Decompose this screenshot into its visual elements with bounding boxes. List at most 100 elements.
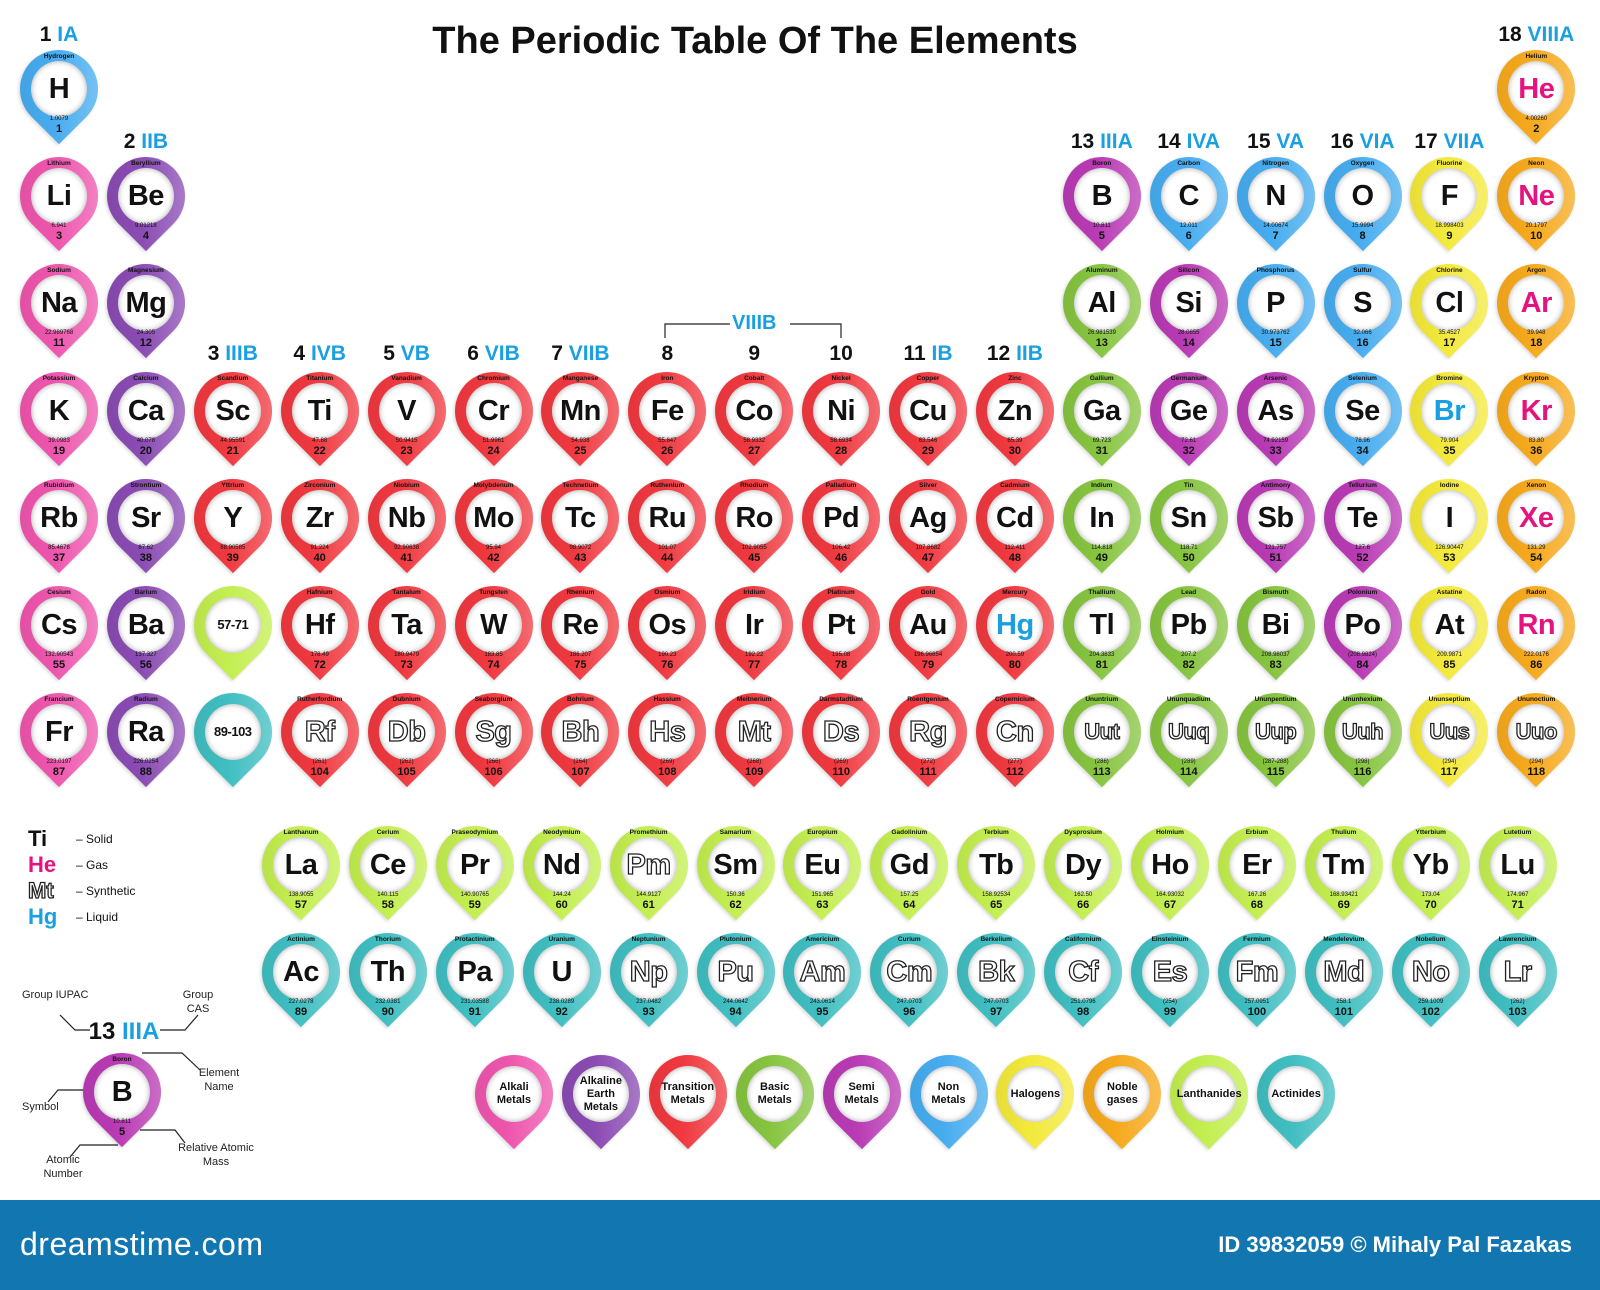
- element-boron[interactable]: B Boron 10.811 5: [1046, 141, 1157, 253]
- element-osmium[interactable]: Os Osmium 190.23 76: [612, 569, 723, 682]
- element-astatine[interactable]: At Astatine 209.9871 85: [1394, 569, 1505, 682]
- element-manganese[interactable]: Mn Manganese 54.938 25: [525, 355, 636, 468]
- element-iridium[interactable]: Ir Iridium 192.22 77: [699, 569, 810, 682]
- brand-logo[interactable]: dreamstime.com: [20, 1226, 264, 1262]
- element-barium[interactable]: Ba Barium 137.327 56: [90, 569, 202, 682]
- element-praseodymium[interactable]: Pr Praseodymium 140.90765 59: [419, 809, 530, 922]
- element-radium[interactable]: Ra Radium 226.0254 88: [90, 677, 202, 789]
- element-erbium[interactable]: Er Erbium 167.26 68: [1201, 809, 1313, 922]
- element-sodium[interactable]: Na Sodium 22.989768 11: [3, 248, 115, 360]
- element-tin[interactable]: Sn Tin 118.71 50: [1133, 462, 1244, 575]
- element-molybdenum[interactable]: Mo Molybdenum 95.94 42: [438, 462, 549, 575]
- element-neon[interactable]: Ne Neon 20.1797 10: [1481, 141, 1592, 253]
- element-ununseptium[interactable]: Uus Ununseptium (294) 117: [1394, 677, 1505, 789]
- element-lead[interactable]: Pb Lead 207.2 82: [1133, 569, 1244, 682]
- element-rhenium[interactable]: Re Rhenium 186.207 75: [525, 569, 636, 682]
- element-cesium[interactable]: Cs Cesium 132.90543 55: [3, 569, 115, 682]
- element-helium[interactable]: He Helium 4.00260 2: [1481, 33, 1592, 146]
- legend-nob[interactable]: Noble gases: [1067, 1038, 1178, 1151]
- element-mendelevium[interactable]: Md Mendelevium 258.1 101: [1288, 916, 1399, 1029]
- element-promethium[interactable]: Pm Promethium 144.9127 61: [593, 809, 704, 922]
- element-calcium[interactable]: Ca Calcium 40.078 20: [90, 355, 202, 468]
- element-meitnerium[interactable]: Mt Meitnerium (268) 109: [699, 677, 810, 789]
- element-platinum[interactable]: Pt Platinum 195.08 78: [785, 569, 897, 682]
- element-gold[interactable]: Au Gold 196.96654 79: [872, 569, 984, 682]
- element-bismuth[interactable]: Bi Bismuth 208.98037 83: [1220, 569, 1331, 682]
- element-actinium[interactable]: Ac Actinium 227.0278 89: [245, 916, 357, 1029]
- element-gadolinium[interactable]: Gd Gadolinium 157.25 64: [854, 809, 965, 922]
- element-cadmium[interactable]: Cd Cadmium 112.411 48: [959, 462, 1071, 575]
- element-plutonium[interactable]: Pu Plutonium 244.0642 94: [680, 916, 791, 1029]
- element-europium[interactable]: Eu Europium 151.965 63: [767, 809, 878, 922]
- element-samarium[interactable]: Sm Samarium 150.36 62: [680, 809, 791, 922]
- legend-tra[interactable]: Transition Metals: [632, 1038, 743, 1151]
- legend-bas[interactable]: Basic Metals: [719, 1038, 830, 1151]
- element-beryllium[interactable]: Be Beryllium 9.01218 4: [90, 141, 202, 253]
- legend-lan[interactable]: Lanthanides: [1154, 1038, 1265, 1151]
- element-arsenic[interactable]: As Arsenic 74.92159 33: [1220, 355, 1331, 468]
- element-americium[interactable]: Am Americium 243.0614 95: [767, 916, 878, 1029]
- element-lithium[interactable]: Li Lithium 6.941 3: [3, 141, 115, 253]
- element-nitrogen[interactable]: N Nitrogen 14.00674 7: [1220, 141, 1331, 253]
- element-89-103[interactable]: 89-103: [177, 677, 288, 789]
- element-protactinium[interactable]: Pa Protactinium 231.03588 91: [419, 916, 530, 1029]
- element-ununoctium[interactable]: Uuo Ununoctium (294) 118: [1481, 677, 1592, 789]
- element-indium[interactable]: In Indium 114.818 49: [1046, 462, 1157, 575]
- element-cobalt[interactable]: Co Cobalt 58.9332 27: [699, 355, 810, 468]
- element-bromine[interactable]: Br Bromine 79.904 35: [1394, 355, 1505, 468]
- element-lanthanum[interactable]: La Lanthanum 138.9055 57: [245, 809, 357, 922]
- element-francium[interactable]: Fr Francium 223.0197 87: [3, 677, 115, 789]
- element-rhodium[interactable]: Ro Rhodium 102.9055 45: [699, 462, 810, 575]
- element-bohrium[interactable]: Bh Bohrium (264) 107: [525, 677, 636, 789]
- element-yttrium[interactable]: Y Yttrium 88.90585 39: [177, 462, 288, 575]
- element-thulium[interactable]: Tm Thulium 168.93421 69: [1288, 809, 1399, 922]
- element-magnesium[interactable]: Mg Magnesium 24.305 12: [90, 248, 202, 360]
- element-copernicium[interactable]: Cn Copernicium (277) 112: [959, 677, 1071, 789]
- element-berkelium[interactable]: Bk Berkelium 247.0703 97: [941, 916, 1052, 1029]
- element-californium[interactable]: Cf Californium 251.0796 98: [1027, 916, 1139, 1029]
- element-mercury[interactable]: Hg Mercury 200.59 80: [959, 569, 1071, 682]
- element-phosphorus[interactable]: P Phosphorus 30.973762 15: [1220, 248, 1331, 360]
- element-scandium[interactable]: Sc Scandium 44.95591 21: [177, 355, 288, 468]
- element-iodine[interactable]: I Iodine 126.90447 53: [1394, 462, 1505, 575]
- element-silver[interactable]: Ag Silver 107.8682 47: [872, 462, 984, 575]
- element-argon[interactable]: Ar Argon 39.948 18: [1481, 248, 1592, 360]
- element-fluorine[interactable]: F Fluorine 18.998403 9: [1394, 141, 1505, 253]
- element-neptunium[interactable]: Np Neptunium 237.0482 93: [593, 916, 704, 1029]
- element-hassium[interactable]: Hs Hassium (269) 108: [612, 677, 723, 789]
- element-seaborgium[interactable]: Sg Seaborgium (266) 106: [438, 677, 549, 789]
- element-fermium[interactable]: Fm Fermium 257.0951 100: [1201, 916, 1313, 1029]
- element-potassium[interactable]: K Potassium 39.0983 19: [3, 355, 115, 468]
- element-radon[interactable]: Rn Radon 222.0176 86: [1481, 569, 1592, 682]
- element-hydrogen[interactable]: H Hydrogen 1.0079 1: [3, 33, 115, 146]
- legend-act[interactable]: Actinides: [1240, 1038, 1352, 1151]
- element-dubnium[interactable]: Db Dubnium (262) 105: [351, 677, 462, 789]
- element-germanium[interactable]: Ge Germanium 72.61 32: [1133, 355, 1244, 468]
- element-zinc[interactable]: Zn Zinc 65.39 30: [959, 355, 1071, 468]
- element-carbon[interactable]: C Carbon 12.011 6: [1133, 141, 1244, 253]
- element-rubidium[interactable]: Rb Rubidium 85.4678 37: [3, 462, 115, 575]
- element-roentgenium[interactable]: Rg Roentgenium (272) 111: [872, 677, 984, 789]
- element-sulfur[interactable]: S Sulfur 32.066 16: [1307, 248, 1418, 360]
- element-cerium[interactable]: Ce Cerium 140.115 58: [332, 809, 444, 922]
- element-einsteinium[interactable]: Es Einsteinium (254) 99: [1114, 916, 1226, 1029]
- element-antimony[interactable]: Sb Antimony 121.757 51: [1220, 462, 1331, 575]
- element-ununtrium[interactable]: Uut Ununtrium (286) 113: [1046, 677, 1157, 789]
- element-vanadium[interactable]: V Vanadium 50.9415 23: [351, 355, 462, 468]
- element-chromium[interactable]: Cr Chromium 51.9961 24: [438, 355, 549, 468]
- element-ununpentium[interactable]: Uup Ununpentium (287-288) 115: [1220, 677, 1331, 789]
- element-palladium[interactable]: Pd Palladium 106.42 46: [785, 462, 897, 575]
- element-57-71[interactable]: 57-71: [177, 569, 288, 682]
- legend-non[interactable]: Non Metals: [893, 1038, 1004, 1151]
- element-copper[interactable]: Cu Copper 63.546 29: [872, 355, 984, 468]
- element-ununquadium[interactable]: Uuq Ununquadium (289) 114: [1133, 677, 1244, 789]
- element-oxygen[interactable]: O Oxygen 15.9994 8: [1307, 141, 1418, 253]
- element-polonium[interactable]: Po Polonium (208.9824) 84: [1307, 569, 1418, 682]
- element-dysprosium[interactable]: Dy Dysprosium 162.50 66: [1027, 809, 1139, 922]
- element-rutherfordium[interactable]: Rf Rutherfordium (261) 104: [264, 677, 375, 789]
- element-thorium[interactable]: Th Thorium 232.0381 90: [332, 916, 444, 1029]
- element-strontium[interactable]: Sr Strontium 87.62 38: [90, 462, 202, 575]
- legend-alk[interactable]: Alkali Metals: [458, 1038, 570, 1151]
- element-neodymium[interactable]: Nd Neodymium 144.24 60: [506, 809, 617, 922]
- element-hafnium[interactable]: Hf Hafnium 178.49 72: [264, 569, 375, 682]
